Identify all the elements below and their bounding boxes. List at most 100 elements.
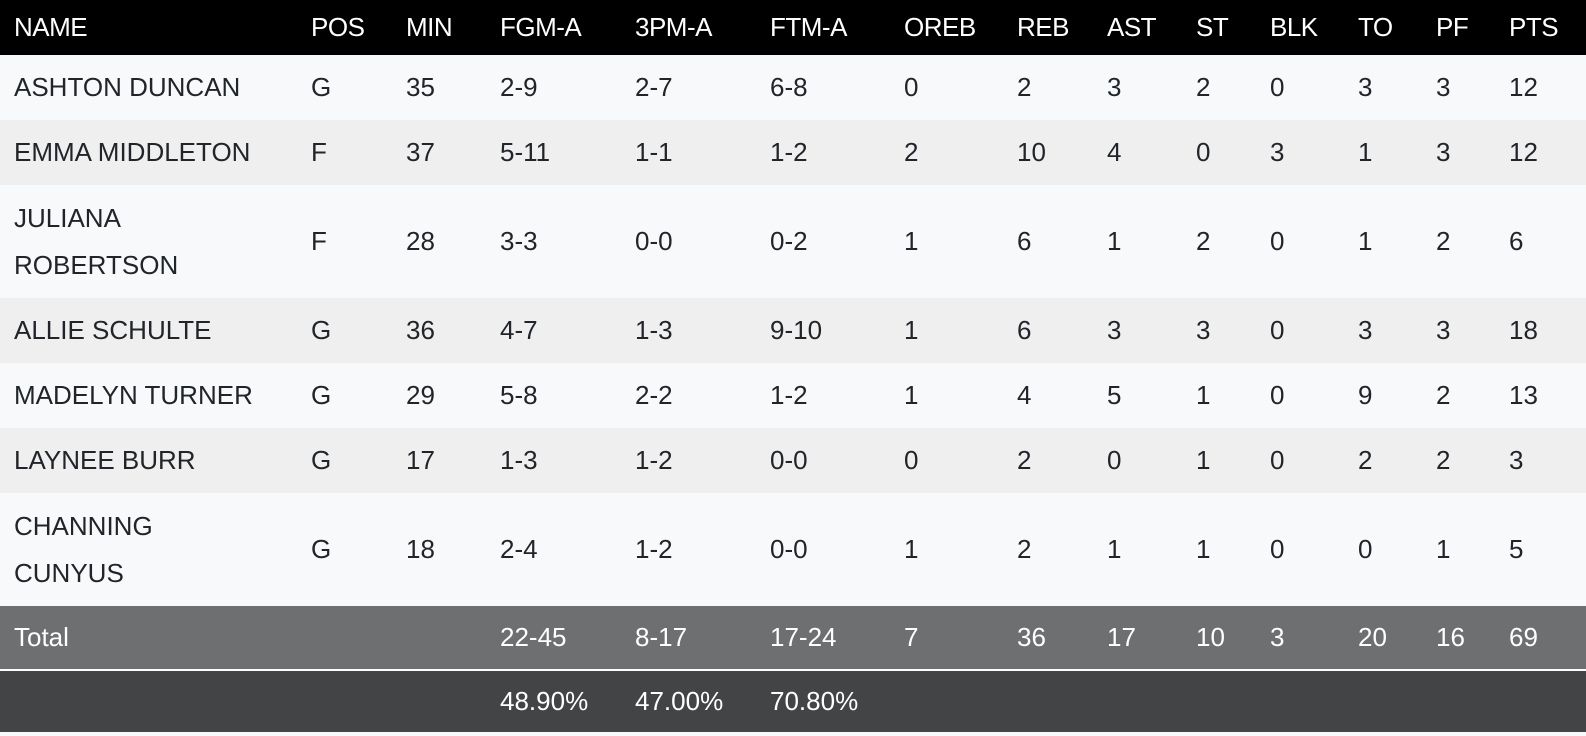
- percentage-cell: [1358, 670, 1436, 732]
- stat-cell: F: [311, 137, 327, 167]
- stat-cell: 0-0: [635, 226, 673, 256]
- player-name: ASHTON DUNCAN: [14, 72, 241, 102]
- total-label: Total: [14, 622, 69, 652]
- stat-cell: 2-2: [635, 380, 673, 410]
- stat-cell: 0: [904, 445, 919, 475]
- table-row: EMMA MIDDLETON F 37 5-11 1-1 1-2 2 10 4 0 3 1 3 12: [0, 120, 1586, 185]
- stat-cell: 28: [406, 226, 435, 256]
- percentage-cell: 48.90%: [500, 686, 589, 716]
- percentage-cell: [904, 670, 1017, 732]
- table-row: CHANNING CUNYUS G 18 2-4 1-2 0-0 1 2 1 1 0 0 1 5: [0, 493, 1586, 606]
- column-header-reb: REB: [1017, 12, 1069, 42]
- stat-cell: 1: [1107, 226, 1122, 256]
- player-name-cell: MADELYN TURNER: [0, 363, 311, 428]
- player-name-cell: ALLIE SCHULTE: [0, 298, 311, 363]
- player-name: EMMA MIDDLETON: [14, 137, 251, 167]
- total-cell: 10: [1196, 622, 1225, 652]
- stat-cell: 0: [1270, 315, 1285, 345]
- column-header-st: ST: [1196, 12, 1229, 42]
- stat-cell: 29: [406, 380, 435, 410]
- stat-cell: 6: [1017, 315, 1032, 345]
- stat-cell: 0: [1107, 445, 1122, 475]
- stat-cell: 1: [1107, 534, 1122, 564]
- player-name: LAYNEE BURR: [14, 445, 196, 475]
- stat-cell: 0: [1270, 534, 1285, 564]
- stat-cell: 3: [1509, 445, 1524, 475]
- column-header-blk: BLK: [1270, 12, 1318, 42]
- column-header-to: TO: [1358, 12, 1393, 42]
- stat-cell: 1: [1196, 445, 1211, 475]
- percentage-cell: [1107, 670, 1196, 732]
- stat-cell: 5-8: [500, 380, 538, 410]
- stat-cell: 1: [1358, 137, 1373, 167]
- stat-cell: G: [311, 315, 332, 345]
- stat-cell: 17: [406, 445, 435, 475]
- stat-cell: 2: [1358, 445, 1373, 475]
- player-name: ALLIE SCHULTE: [14, 315, 212, 345]
- total-cell: 17-24: [770, 622, 837, 652]
- stat-cell: 18: [1509, 315, 1538, 345]
- stat-cell: 37: [406, 137, 435, 167]
- stat-cell: G: [311, 380, 332, 410]
- column-header-min: MIN: [406, 12, 453, 42]
- stat-cell: 13: [1509, 380, 1538, 410]
- stat-cell: 12: [1509, 72, 1538, 102]
- stat-cell: 5: [1107, 380, 1122, 410]
- stat-cell: 2: [904, 137, 919, 167]
- stat-cell: 9-10: [770, 315, 823, 345]
- stat-cell: 6: [1017, 226, 1032, 256]
- stat-cell: 4: [1107, 137, 1122, 167]
- total-cell: 16: [1436, 622, 1465, 652]
- stat-cell: F: [311, 226, 327, 256]
- stat-cell: 0: [1270, 380, 1285, 410]
- stat-cell: 9: [1358, 380, 1373, 410]
- stat-cell: 0-0: [770, 445, 808, 475]
- stat-cell: 3: [1270, 137, 1285, 167]
- stat-cell: 3: [1107, 315, 1122, 345]
- player-name-cell: CHANNING CUNYUS: [0, 493, 311, 606]
- column-header-ftm-a: FTM-A: [770, 12, 847, 42]
- stat-cell: 2: [1436, 380, 1451, 410]
- player-name-cell: ASHTON DUNCAN: [0, 55, 311, 120]
- stat-cell: 3: [1436, 137, 1451, 167]
- stat-cell: G: [311, 445, 332, 475]
- stat-cell: 3: [1196, 315, 1211, 345]
- table-row: ALLIE SCHULTE G 36 4-7 1-3 9-10 1 6 3 3 0 3 3 18: [0, 298, 1586, 363]
- percentage-cell: [1509, 670, 1586, 732]
- player-name: CHANNING CUNYUS: [14, 510, 153, 588]
- stat-cell: 0: [1196, 137, 1211, 167]
- percentage-cell: 47.00%: [635, 686, 724, 716]
- player-name-cell: LAYNEE BURR: [0, 428, 311, 493]
- total-cell: 7: [904, 622, 919, 652]
- stat-cell: 1: [1196, 380, 1211, 410]
- total-cell: 20: [1358, 622, 1387, 652]
- stat-cell: 1: [904, 534, 919, 564]
- stat-cell: 1: [1358, 226, 1373, 256]
- header-row: NAME POS MIN FGM-A 3PM-A FTM-A OREB REB AST ST BLK…: [0, 0, 1586, 55]
- percentage-cell: [1017, 670, 1107, 732]
- stat-cell: 1: [1196, 534, 1211, 564]
- stat-cell: 0: [1270, 226, 1285, 256]
- stat-cell: 36: [406, 315, 435, 345]
- stat-cell: 5-11: [500, 137, 551, 167]
- percentage-cell: 70.80%: [770, 686, 859, 716]
- stat-cell: 3-3: [500, 226, 538, 256]
- stat-cell: G: [311, 534, 332, 564]
- stat-cell: 1: [904, 380, 919, 410]
- column-header-fgm-a: FGM-A: [500, 12, 582, 42]
- column-header-oreb: OREB: [904, 12, 976, 42]
- player-name-cell: JULIANA ROBERTSON: [0, 185, 311, 298]
- stat-cell: 2: [1196, 226, 1211, 256]
- table-row: LAYNEE BURR G 17 1-3 1-2 0-0 0 2 0 1 0 2 2 3: [0, 428, 1586, 493]
- stat-cell: 0: [1358, 534, 1373, 564]
- stat-cell: 10: [1017, 137, 1046, 167]
- stat-cell: 35: [406, 72, 435, 102]
- stat-cell: 0-0: [770, 534, 808, 564]
- table-row: JULIANA ROBERTSON F 28 3-3 0-0 0-2 1 6 1 2 0 1 2 6: [0, 185, 1586, 298]
- stat-cell: 6: [1509, 226, 1524, 256]
- stat-cell: 1-3: [500, 445, 538, 475]
- percentage-cell: [311, 670, 406, 732]
- total-cell: [311, 606, 406, 670]
- stat-cell: 3: [1436, 72, 1451, 102]
